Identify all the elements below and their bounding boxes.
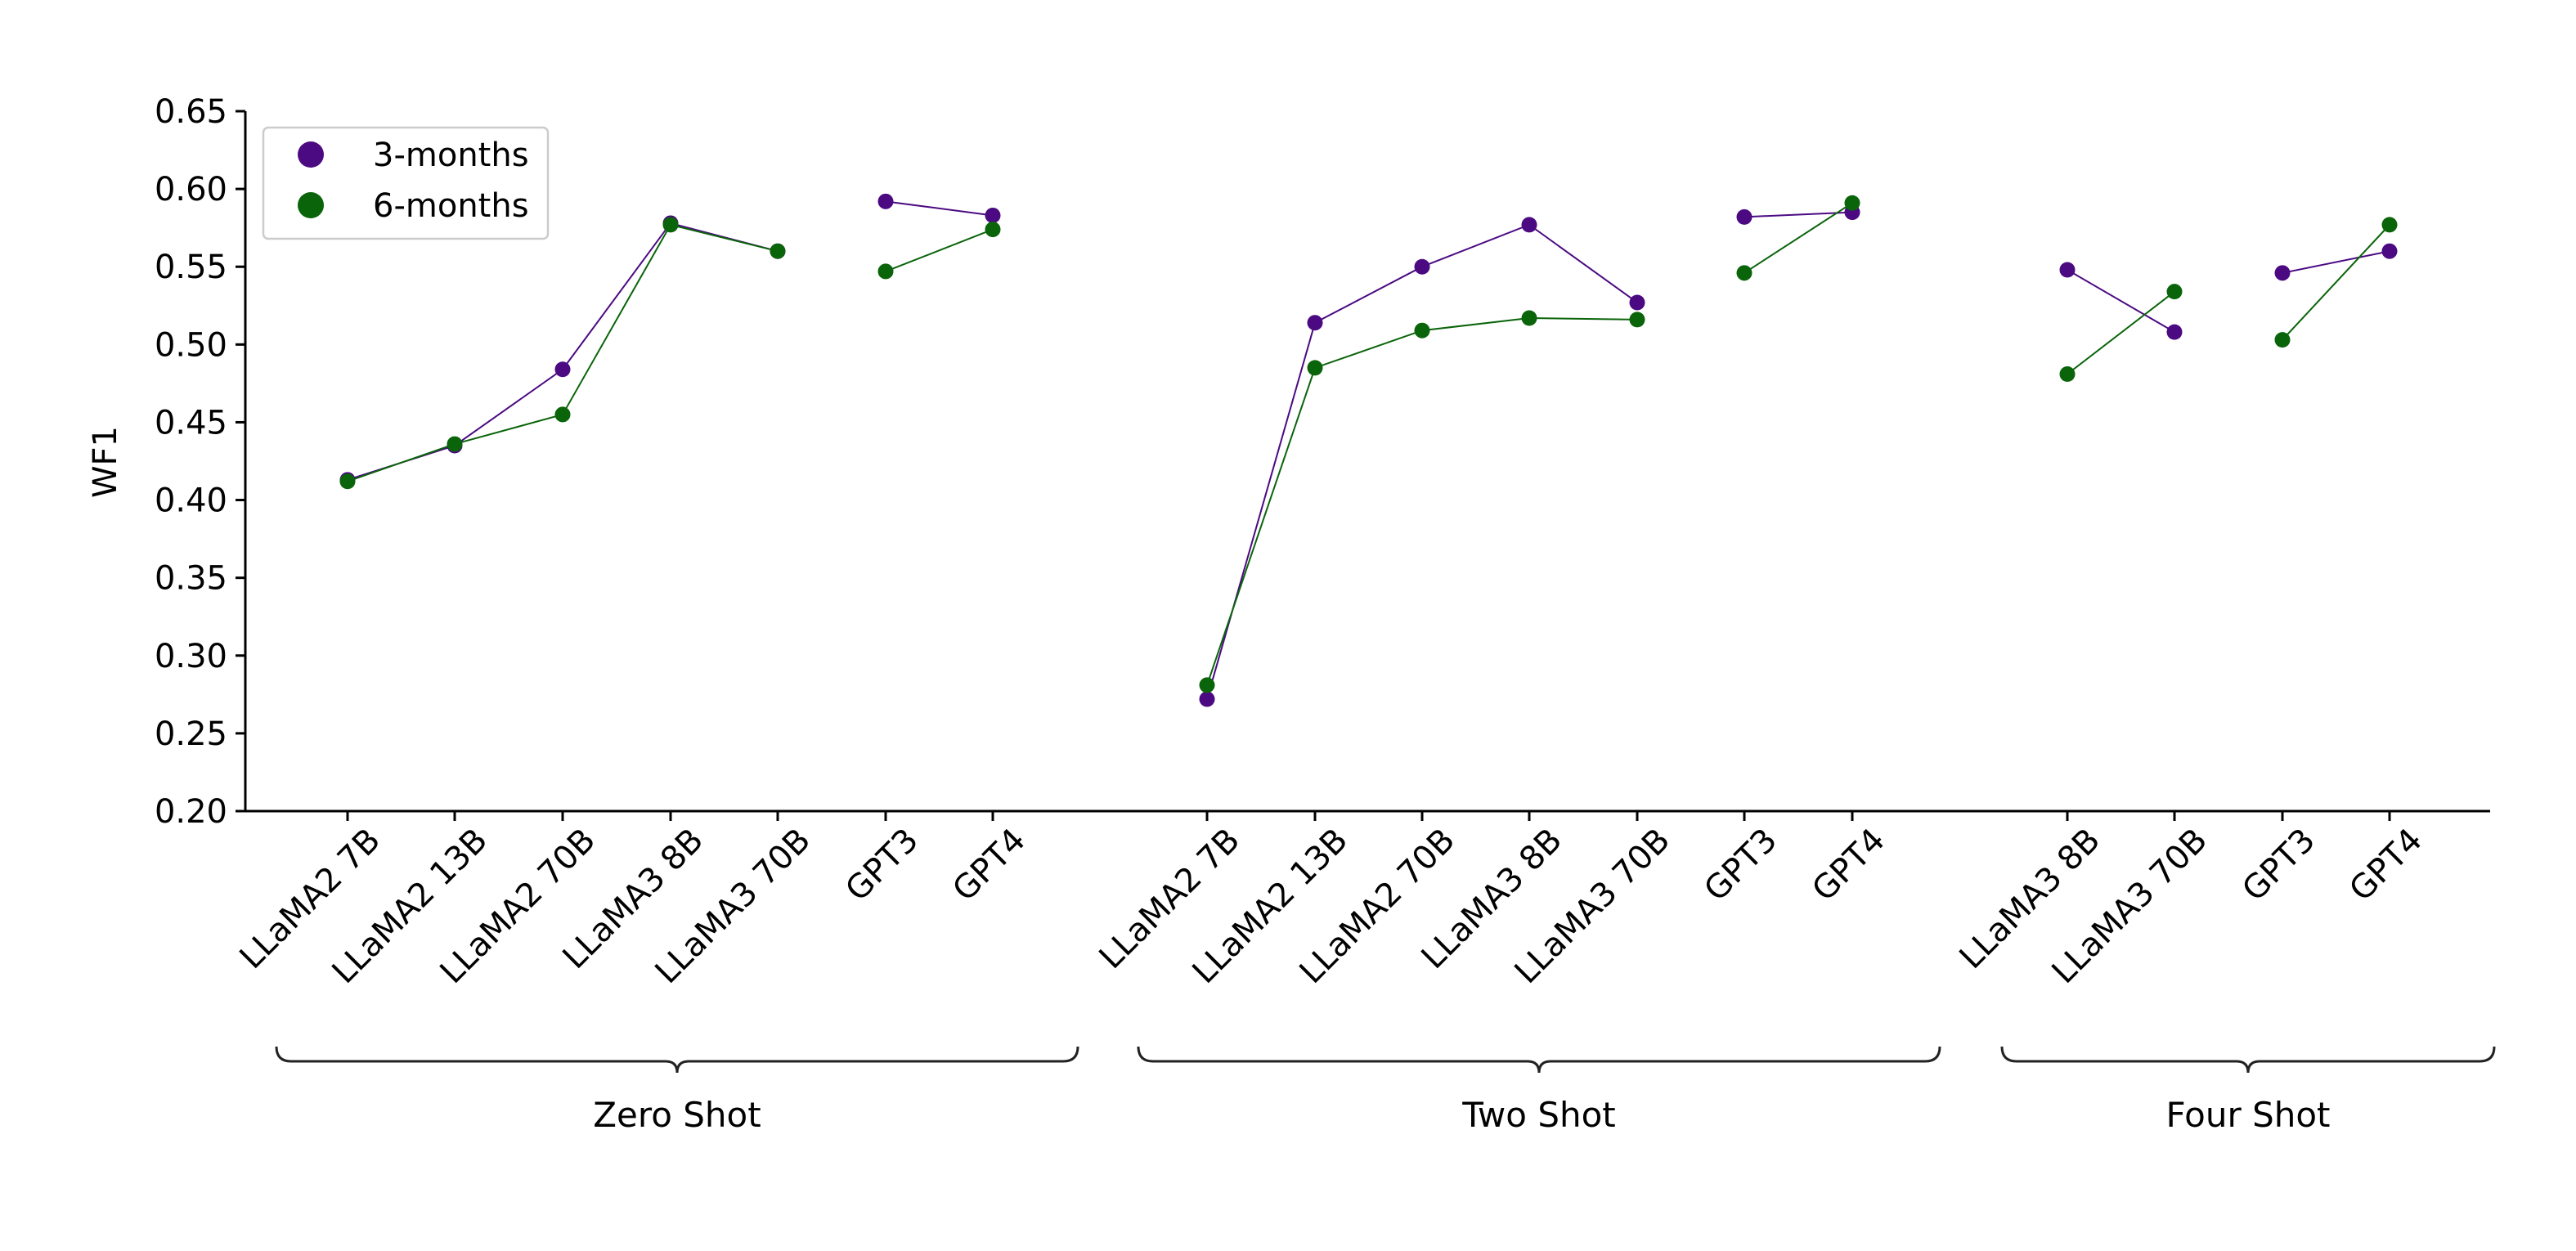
data-point-3-months: [1521, 217, 1537, 233]
data-point-3-months: [1199, 691, 1215, 707]
data-point-3-months: [2059, 262, 2076, 278]
data-point-6-months: [2059, 365, 2076, 382]
group-brace: [2000, 1046, 2496, 1074]
data-point-6-months: [2166, 284, 2183, 300]
series-line-6-months: [2067, 290, 2175, 375]
series-line-3-months: [1206, 223, 1638, 700]
data-point-6-months: [2274, 332, 2291, 348]
data-point-3-months: [2381, 243, 2398, 259]
axes: 0.20 0.25 0.30 0.35 0.40 0.45 0.50 0.55 0.60 0.65: [155, 93, 2490, 831]
data-point-6-months: [662, 217, 679, 233]
data-point-6-months: [2381, 217, 2398, 233]
group-brace: [275, 1046, 1079, 1074]
y-tick-label: 0.45: [155, 404, 227, 442]
y-tick-label: 0.55: [155, 249, 227, 286]
data-point-6-months: [1414, 322, 1430, 339]
series-line-3-months: [347, 222, 779, 481]
data-point-3-months: [985, 207, 1001, 223]
x-tick-label: GPT3: [1697, 822, 1784, 909]
series-line-3-months: [2282, 250, 2390, 274]
legend-box: [262, 126, 550, 240]
y-axis-label-group: WF1: [87, 426, 124, 498]
series-line-6-months: [347, 223, 779, 482]
legend-label: 6-months: [373, 187, 529, 225]
group-brace-layer: Zero Shot Two Shot Four Shot: [275, 1046, 2496, 1135]
group-label: Four Shot: [2165, 1095, 2330, 1135]
data-point-3-months: [2274, 265, 2291, 281]
series-line-3-months: [1744, 211, 1853, 218]
y-tick-label: 0.30: [155, 638, 227, 675]
series-line-6-months: [1744, 202, 1853, 274]
y-tick-label: 0.60: [155, 171, 227, 208]
group-label: Zero Shot: [593, 1095, 761, 1135]
data-point-6-months: [1844, 195, 1860, 211]
y-axis-label: WF1: [87, 426, 124, 498]
series-line-3-months: [885, 200, 994, 217]
x-tick-label: GPT4: [945, 822, 1033, 909]
data-point-6-months: [877, 263, 894, 280]
data-point-6-months: [339, 473, 356, 490]
data-point-3-months: [877, 193, 894, 209]
group-brace: [1137, 1046, 1941, 1074]
data-point-6-months: [447, 436, 463, 452]
data-point-6-months: [1199, 677, 1215, 693]
data-point-6-months: [1521, 310, 1537, 326]
data-point-3-months: [1629, 294, 1645, 311]
y-tick-label: 0.65: [155, 93, 227, 131]
y-tick-label: 0.50: [155, 326, 227, 364]
data-point-6-months: [554, 406, 571, 423]
data-point-6-months: [985, 222, 1001, 238]
data-point-3-months: [2166, 324, 2183, 340]
y-tick-label: 0.20: [155, 793, 227, 831]
data-point-6-months: [1307, 360, 1323, 376]
data-point-3-months: [1307, 315, 1323, 331]
group-label: Two Shot: [1461, 1095, 1616, 1135]
data-point-3-months: [554, 361, 571, 378]
series-layer: [339, 193, 2398, 707]
y-tick-label: 0.35: [155, 560, 227, 598]
data-point-6-months: [770, 243, 786, 259]
data-point-3-months: [1414, 258, 1430, 275]
y-tick-label: 0.25: [155, 715, 227, 753]
x-tick-label: GPT3: [2235, 822, 2322, 909]
x-tick-label: GPT3: [838, 822, 926, 909]
data-point-6-months: [1629, 312, 1645, 328]
data-point-3-months: [1736, 208, 1752, 225]
x-tick-label: GPT4: [2342, 822, 2430, 909]
legend: 3-months 6-months: [262, 126, 550, 240]
legend-marker: [298, 192, 324, 218]
series-line-6-months: [2282, 224, 2390, 341]
series-line-3-months: [2067, 269, 2175, 333]
legend-label: 3-months: [373, 137, 529, 174]
y-tick-label: 0.40: [155, 482, 227, 520]
legend-marker: [298, 141, 324, 168]
x-tick-label: GPT4: [1805, 822, 1892, 909]
data-point-6-months: [1736, 265, 1752, 281]
series-line-6-months: [885, 228, 994, 272]
series-line-6-months: [1206, 316, 1638, 686]
